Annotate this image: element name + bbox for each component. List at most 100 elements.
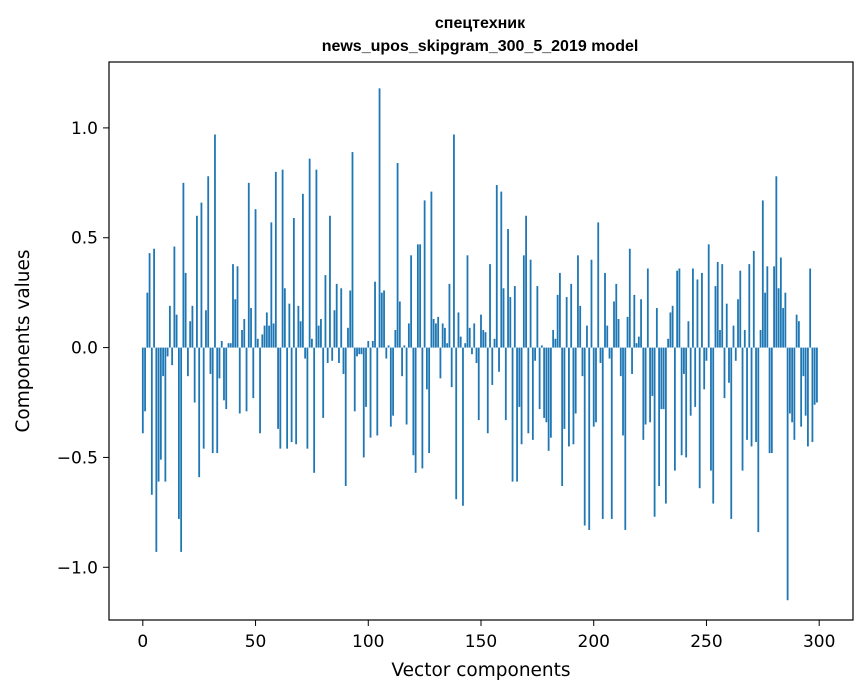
bar — [640, 299, 642, 348]
bar — [238, 347, 241, 414]
bar — [802, 347, 805, 377]
bar — [358, 347, 361, 355]
bar — [270, 222, 273, 348]
bar — [356, 347, 358, 357]
bar — [728, 347, 730, 383]
bar — [764, 292, 766, 348]
bar — [770, 347, 773, 454]
bar — [168, 305, 171, 348]
bar — [423, 200, 426, 348]
bar — [734, 347, 737, 361]
bar — [642, 347, 645, 440]
y-tick-label: 0.0 — [71, 339, 98, 359]
bar — [655, 308, 658, 348]
bar — [635, 343, 638, 348]
bar — [435, 323, 437, 348]
bar — [518, 347, 521, 407]
bar — [331, 347, 334, 361]
bar — [173, 246, 176, 348]
bar — [387, 345, 390, 348]
bar — [207, 176, 210, 348]
bar — [326, 347, 329, 363]
bar — [707, 244, 710, 348]
chart-title-line-2: news_upos_skipgram_300_5_2019 model — [322, 38, 639, 55]
bar — [581, 347, 584, 377]
chart-title-line-1: спецтехник — [435, 15, 526, 32]
bar — [403, 345, 406, 348]
bar — [779, 257, 782, 348]
bar — [601, 347, 604, 519]
bar — [394, 330, 397, 348]
bar — [189, 321, 192, 348]
x-tick-label: 0 — [137, 632, 148, 652]
bar — [775, 176, 778, 348]
bar — [268, 325, 270, 348]
bar — [243, 319, 246, 348]
bar — [748, 264, 751, 348]
bar — [290, 347, 293, 443]
bar — [335, 283, 338, 348]
bar — [419, 244, 422, 348]
bar — [793, 347, 796, 440]
bar — [261, 334, 264, 348]
bar — [398, 301, 401, 348]
bar — [225, 347, 228, 410]
bar — [471, 347, 473, 355]
bar — [617, 319, 620, 348]
bar — [223, 347, 225, 401]
bar — [367, 341, 370, 348]
bar — [651, 347, 654, 396]
bar — [522, 255, 525, 348]
y-tick-label: 0.5 — [71, 229, 98, 249]
bar — [338, 347, 340, 363]
bar — [299, 321, 302, 348]
bar — [646, 268, 649, 348]
bar — [320, 319, 322, 348]
bar-series — [141, 88, 818, 601]
bar — [414, 347, 417, 473]
bar — [444, 327, 446, 348]
bar — [412, 347, 415, 456]
bar — [410, 255, 413, 348]
bar — [455, 347, 458, 500]
x-tick-label: 250 — [690, 632, 722, 652]
bar — [574, 347, 577, 414]
bar — [430, 191, 433, 348]
bar — [202, 347, 205, 449]
x-axis-ticks: 0 50 100 150 200 250 300 — [137, 620, 835, 652]
x-tick-label: 50 — [245, 632, 267, 652]
bar — [737, 299, 739, 348]
bar — [448, 283, 451, 348]
bar — [631, 347, 633, 374]
bar — [286, 347, 289, 449]
bar — [453, 134, 455, 348]
bar — [241, 330, 243, 348]
bar — [599, 347, 602, 363]
bar — [227, 343, 230, 348]
bar — [680, 347, 683, 456]
bar — [252, 347, 255, 399]
bar — [644, 347, 647, 425]
bar — [383, 290, 385, 348]
bar — [317, 325, 320, 348]
bar — [689, 347, 692, 416]
bar — [313, 347, 316, 473]
bar — [797, 321, 800, 348]
bar — [177, 347, 180, 519]
bar — [662, 347, 665, 410]
bar — [146, 292, 149, 348]
bar — [525, 215, 527, 348]
bar — [279, 347, 282, 449]
bar — [292, 217, 295, 348]
bar — [721, 264, 724, 348]
bar — [678, 268, 681, 348]
bar — [502, 288, 505, 348]
bar — [511, 347, 514, 482]
bar — [626, 316, 629, 348]
y-tick-label: 1.0 — [71, 119, 98, 139]
bar — [432, 319, 435, 348]
bar — [592, 347, 595, 427]
bar — [730, 347, 733, 519]
bar — [322, 347, 325, 418]
bar — [446, 343, 449, 348]
